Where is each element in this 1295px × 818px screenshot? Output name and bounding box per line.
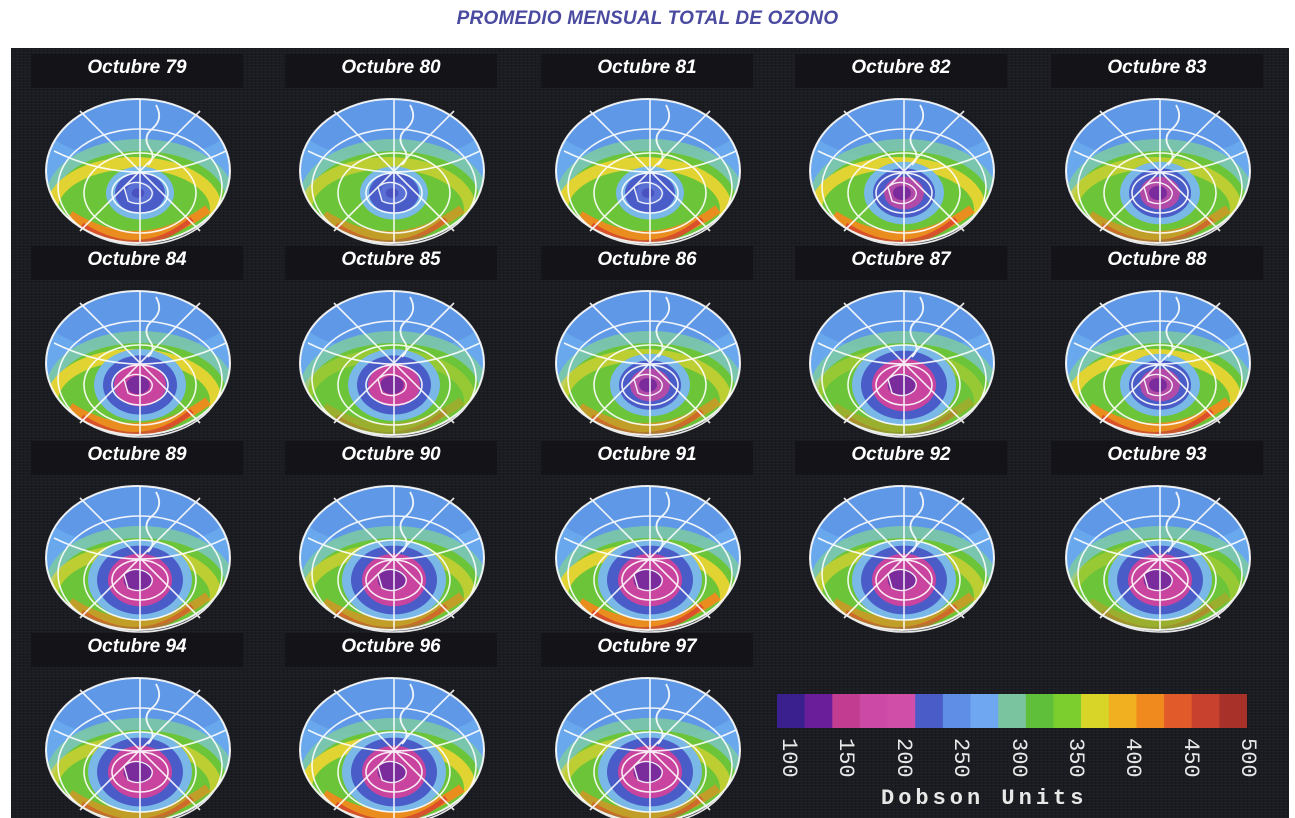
ozone-globe <box>1065 290 1251 438</box>
panel-label: Octubre 89 <box>31 441 243 475</box>
scale-swatch <box>970 694 999 728</box>
scale-tick-label: 350 <box>1063 738 1088 778</box>
scale-swatch <box>1053 694 1082 728</box>
panel-label: Octubre 91 <box>541 441 753 475</box>
scale-swatch <box>1025 694 1054 728</box>
scale-swatch <box>777 694 806 728</box>
scale-swatch <box>998 694 1027 728</box>
ozone-globe <box>45 98 231 246</box>
panel-label: Octubre 92 <box>795 441 1007 475</box>
ozone-globe <box>299 98 485 246</box>
scale-swatch <box>887 694 916 728</box>
scale-swatch <box>1081 694 1110 728</box>
ozone-globe <box>809 290 995 438</box>
panel-label: Octubre 94 <box>31 633 243 667</box>
ozone-globe <box>299 485 485 633</box>
figure-title: PROMEDIO MENSUAL TOTAL DE OZONO <box>456 8 839 29</box>
dobson-color-scale <box>777 694 1247 728</box>
scale-swatch <box>832 694 861 728</box>
panel-label: Octubre 83 <box>1051 54 1263 88</box>
panel-label: Octubre 90 <box>285 441 497 475</box>
scale-tick-label: 450 <box>1177 738 1203 778</box>
ozone-globe <box>45 290 231 438</box>
scale-swatch <box>942 694 972 728</box>
ozone-globe <box>299 677 485 818</box>
scale-units-label: Dobson Units <box>881 786 1088 811</box>
scale-swatch <box>1164 694 1193 728</box>
scale-tick-label: 400 <box>1120 738 1146 778</box>
scale-tick-label: 250 <box>948 738 974 778</box>
panel-label: Octubre 82 <box>795 54 1007 88</box>
scale-swatch <box>1108 694 1137 728</box>
scale-swatch <box>1136 694 1165 728</box>
scale-swatch <box>1191 694 1220 728</box>
scale-tick-label: 300 <box>1005 738 1031 778</box>
panel-label: Octubre 84 <box>31 246 243 280</box>
ozone-globe <box>555 290 741 438</box>
ozone-globe <box>299 290 485 438</box>
scale-tick-label: 100 <box>776 738 801 778</box>
scale-tick-label: 200 <box>890 738 916 778</box>
scale-tick-label: 150 <box>833 738 859 778</box>
ozone-figure: Octubre 79 Octubr <box>11 48 1289 818</box>
panel-label: Octubre 85 <box>285 246 497 280</box>
ozone-globe <box>809 485 995 633</box>
ozone-globe <box>555 98 741 246</box>
panel-label: Octubre 88 <box>1051 246 1263 280</box>
ozone-globe <box>1065 485 1251 633</box>
panel-label: Octubre 80 <box>285 54 497 88</box>
panel-label: Octubre 87 <box>795 246 1007 280</box>
panel-label: Octubre 86 <box>541 246 753 280</box>
panel-label: Octubre 93 <box>1051 441 1263 475</box>
scale-swatch <box>859 694 889 728</box>
scale-swatch <box>915 694 944 728</box>
panel-label: Octubre 79 <box>31 54 243 88</box>
ozone-globe <box>45 485 231 633</box>
panel-label: Octubre 81 <box>541 54 753 88</box>
ozone-globe <box>809 98 995 246</box>
panel-label: Octubre 97 <box>541 633 753 667</box>
scale-swatch <box>1219 694 1247 728</box>
scale-swatch <box>804 694 833 728</box>
ozone-globe <box>1065 98 1251 246</box>
ozone-globe <box>45 677 231 818</box>
ozone-globe <box>555 485 741 633</box>
ozone-globe <box>555 677 741 818</box>
scale-tick-label: 500 <box>1235 738 1261 778</box>
panel-label: Octubre 96 <box>285 633 497 667</box>
